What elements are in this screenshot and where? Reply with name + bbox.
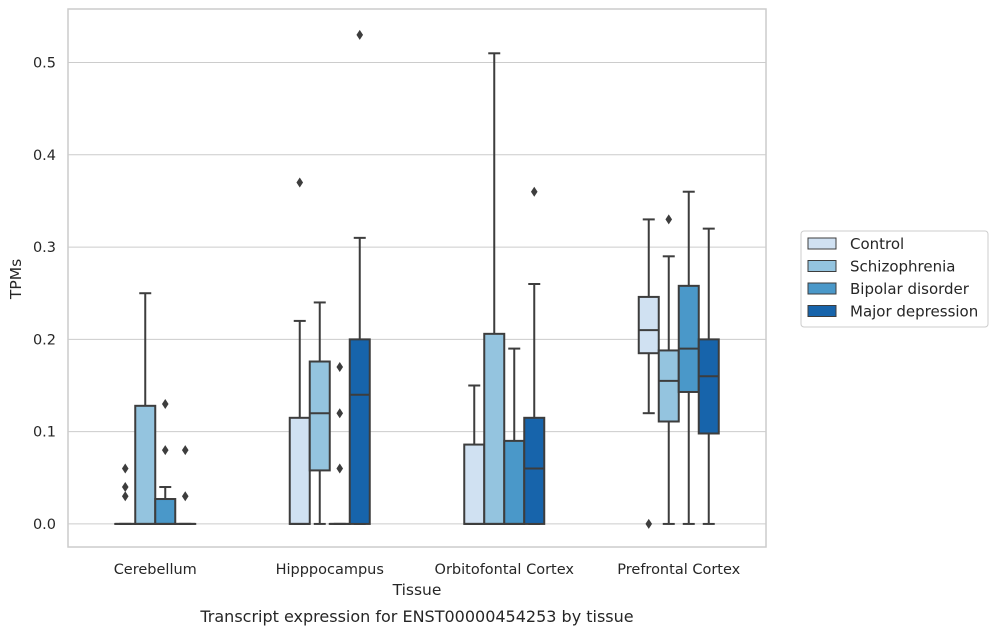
outlier-point: [356, 29, 364, 40]
plot-frame: [67, 8, 767, 548]
legend-label: Schizophrenia: [850, 258, 955, 276]
outlier-point: [121, 463, 129, 474]
box-control: [637, 218, 660, 529]
outlier-point: [296, 177, 304, 188]
x-tick-label: Hipppocampus: [276, 562, 384, 578]
box-body: [503, 439, 526, 525]
x-tick-label: Cerebellum: [114, 562, 197, 578]
box-body: [637, 295, 660, 355]
outlier-point: [336, 463, 344, 474]
outlier-point: [181, 491, 189, 502]
grid-lines: [68, 62, 766, 525]
box-schizophrenia: [134, 292, 157, 525]
box-major-depression: [348, 29, 371, 525]
box-body: [308, 360, 331, 472]
y-tick-label: 0.1: [33, 425, 56, 441]
legend-swatch: [807, 260, 837, 272]
outlier-point: [161, 398, 169, 409]
box-body: [483, 332, 506, 525]
y-tick-labels: 0.0 0.1 0.2 0.3 0.4 0.5: [33, 56, 56, 533]
box-body: [677, 284, 700, 393]
box-body: [463, 443, 486, 525]
legend-swatch: [807, 305, 837, 317]
legend-label: Major depression: [850, 303, 978, 321]
box-major-depression: [697, 227, 720, 525]
figure-caption: Transcript expression for ENST0000045425…: [199, 607, 633, 626]
box-groups: [114, 29, 720, 529]
legend-label: Bipolar disorder: [850, 280, 970, 298]
box-schizophrenia: [308, 301, 331, 525]
x-tick-label: Orbitofontal Cortex: [435, 562, 575, 578]
box-major-depression: [523, 186, 546, 525]
box-control: [463, 384, 486, 525]
outlier-point: [121, 491, 129, 502]
box-body: [697, 338, 720, 435]
box-bipolar-disorder: [677, 190, 700, 525]
box-body: [154, 498, 177, 525]
box-bipolar-disorder: [328, 362, 351, 525]
legend-label: Control: [850, 235, 904, 253]
box-body: [134, 404, 157, 525]
legend: Control Schizophrenia Bipolar disorder Majo…: [800, 230, 989, 328]
x-axis-label: Tissue: [392, 581, 442, 599]
outlier-point: [665, 214, 673, 225]
outlier-point: [336, 362, 344, 373]
box-major-depression: [174, 445, 197, 525]
box-body: [288, 416, 311, 525]
legend-box: [800, 230, 989, 328]
y-tick-label: 0.3: [33, 240, 56, 256]
box-bipolar-disorder: [503, 347, 526, 525]
outlier-point: [121, 482, 129, 493]
y-tick-label: 0.4: [33, 148, 56, 164]
outlier-point: [161, 445, 169, 456]
y-tick-label: 0.0: [33, 517, 56, 533]
box-control: [288, 177, 311, 525]
legend-swatch: [807, 282, 837, 295]
y-tick-label: 0.5: [33, 56, 56, 72]
box-body: [348, 338, 371, 525]
box-schizophrenia: [657, 214, 680, 525]
outlier-point: [336, 408, 344, 419]
x-tick-labels: Cerebellum Hipppocampus Orbitofontal Corte…: [114, 562, 741, 578]
outlier-point: [181, 445, 189, 456]
legend-swatch: [807, 237, 837, 250]
outlier-point: [530, 186, 538, 197]
box-body: [523, 416, 546, 525]
box-bipolar-disorder: [154, 398, 177, 525]
box-control: [114, 463, 137, 525]
x-tick-label: Prefrontal Cortex: [617, 562, 740, 578]
outlier-point: [645, 518, 653, 529]
box-schizophrenia: [483, 52, 506, 525]
y-tick-label: 0.2: [33, 332, 56, 348]
box-body: [657, 349, 680, 423]
y-axis-label: TPMs: [7, 259, 25, 300]
